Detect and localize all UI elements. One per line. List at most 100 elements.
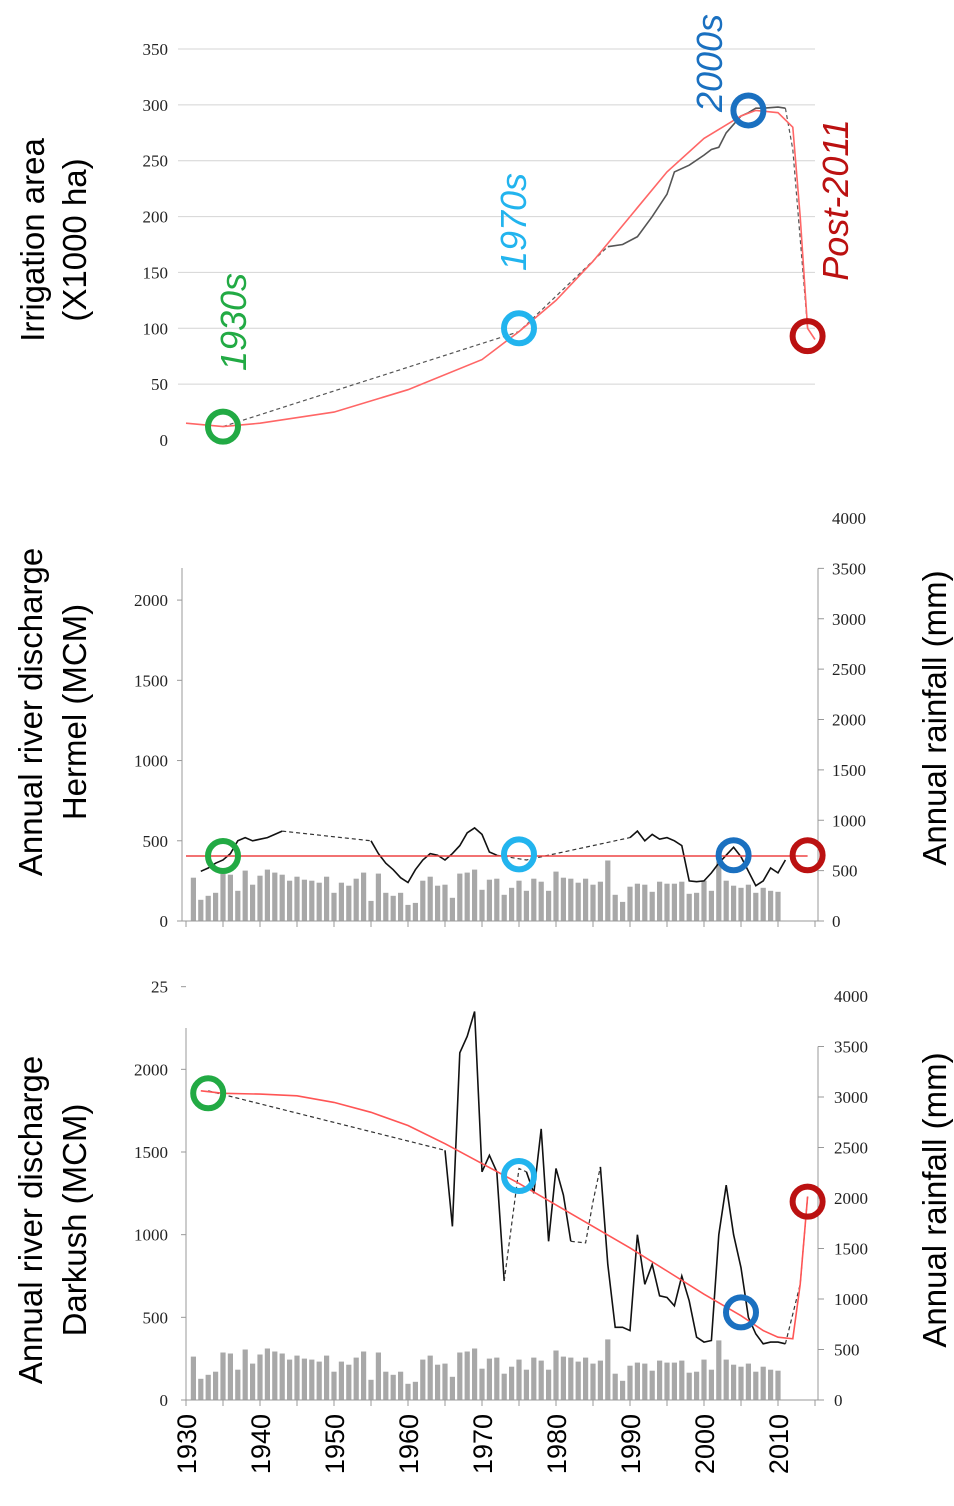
darkush-rainfall-bar xyxy=(768,1369,774,1400)
irrigation-series-solid-0 xyxy=(607,106,786,248)
hermel-y2-tick-label: 2000 xyxy=(832,711,866,730)
irrigation-y-tick-label: 100 xyxy=(143,319,169,338)
darkush-rainfall-bar xyxy=(346,1364,352,1400)
hermel-rainfall-bar xyxy=(657,881,663,921)
darkush-y2-tick-label: 0 xyxy=(834,1391,843,1410)
darkush-rainfall-bar xyxy=(353,1357,359,1400)
hermel-rainfall-bar xyxy=(272,872,278,921)
darkush-marker-1970s xyxy=(501,1157,537,1194)
hermel-ylabel-line1: Annual river discharge xyxy=(12,548,49,876)
darkush-series-fit-7 xyxy=(200,1090,809,1340)
darkush-rainfall-bar xyxy=(398,1371,404,1400)
hermel-y-tick-label: 1000 xyxy=(134,752,168,771)
hermel-rainfall-bar xyxy=(309,880,315,921)
darkush-rainfall-bar xyxy=(420,1359,426,1400)
hermel-rainfall-bar xyxy=(634,883,640,921)
hermel-rainfall-bar xyxy=(449,897,455,921)
x-tick-label-1990: 1990 xyxy=(616,1414,646,1474)
hermel-rainfall-bar xyxy=(250,884,256,921)
darkush-rainfall-bar xyxy=(190,1356,196,1400)
hermel-rainfall-bar xyxy=(383,892,389,921)
darkush-rainfall-bar xyxy=(605,1339,611,1400)
hermel-marker-1970s xyxy=(501,836,537,873)
darkush-rainfall-bar xyxy=(531,1357,537,1400)
hermel-rainfall-bar xyxy=(390,895,396,921)
darkush-series xyxy=(200,1011,809,1345)
hermel-rainfall-bar xyxy=(723,880,729,921)
hermel-y-tick-label: 1500 xyxy=(134,671,168,690)
irrigation-y-tick-label: 350 xyxy=(143,40,169,59)
darkush-rainfall-bar xyxy=(390,1374,396,1401)
hermel-marker-1930s xyxy=(205,838,241,875)
hermel-y2-ticks: 0 500 1000 1500 2000 2500 3000 3500 4000 xyxy=(817,509,866,931)
darkush-rainfall-bar xyxy=(597,1360,603,1400)
hermel-rainfall-bar xyxy=(294,876,300,921)
hermel-rainfall-bar xyxy=(301,879,307,921)
hermel-rainfall-bar xyxy=(398,892,404,921)
darkush-ylabel-line1: Annual river discharge xyxy=(12,1056,49,1384)
darkush-rainfall-bar xyxy=(427,1355,433,1400)
darkush-y2label: Annual rainfall (mm) xyxy=(916,1052,953,1347)
darkush-rainfall-bar xyxy=(449,1376,455,1400)
darkush-rainfall-bar xyxy=(775,1370,781,1400)
hermel-rainfall-bar xyxy=(509,887,515,921)
hermel-rainfall-bar xyxy=(316,882,322,921)
darkush-rainfall-bar xyxy=(375,1352,381,1400)
hermel-rainfall-bar xyxy=(679,881,685,921)
hermel-rainfall-bar xyxy=(501,894,507,921)
era-label-2000s: 2000s xyxy=(689,14,730,113)
hermel-rainfall-bar xyxy=(686,893,692,921)
darkush-rainfall-bar xyxy=(331,1371,337,1400)
hermel-y2-tick-label: 1000 xyxy=(832,811,866,830)
darkush-rainfall-bar xyxy=(264,1348,270,1400)
darkush-rainfall-bar xyxy=(368,1379,374,1400)
hermel-rainfall-bar xyxy=(708,890,714,921)
darkush-rainfall-bar xyxy=(501,1373,507,1400)
darkush-rainfall-bar xyxy=(472,1348,478,1400)
darkush-series-dashed-2 xyxy=(503,1167,527,1282)
hermel-rainfall-bar xyxy=(568,878,574,921)
hermel-series-solid-2 xyxy=(370,826,498,884)
hermel-y2-tick-label: 3000 xyxy=(832,610,866,629)
darkush-rainfall-bar xyxy=(250,1363,256,1400)
darkush-rainfall-bar xyxy=(316,1361,322,1400)
hermel-rainfall-bar xyxy=(671,883,677,921)
darkush-rainfall-bar xyxy=(694,1371,700,1400)
darkush-rainfall-bar xyxy=(227,1353,233,1400)
hermel-rainfall-bar xyxy=(627,886,633,921)
darkush-rainfall-bar xyxy=(235,1369,241,1400)
darkush-rainfall-bar xyxy=(583,1357,589,1400)
irrigation-y-tick-label: 250 xyxy=(143,152,169,171)
hermel-y-tick-label: 0 xyxy=(160,912,169,931)
hermel-y2-tick-label: 4000 xyxy=(832,509,866,528)
darkush-series-solid-1 xyxy=(444,1011,505,1282)
x-tick-label-1940: 1940 xyxy=(246,1414,276,1474)
darkush-y2-tick-label: 500 xyxy=(834,1341,860,1360)
hermel-rainfall-bar xyxy=(353,878,359,921)
darkush-rainfall-bar xyxy=(538,1360,544,1400)
irrigation-series xyxy=(185,106,816,428)
darkush-rainfall-bar xyxy=(324,1355,330,1400)
darkush-rainfall-bar xyxy=(731,1364,737,1400)
hermel-rainfall-bar xyxy=(531,878,537,921)
darkush-rainfall-bar xyxy=(272,1351,278,1400)
darkush-rainfall-bar xyxy=(494,1357,500,1400)
hermel-rainfall-bar xyxy=(590,884,596,921)
hermel-rainfall-bar xyxy=(457,873,463,921)
hermel-rainfall-bar xyxy=(279,874,285,921)
hermel-rainfall-bar xyxy=(620,901,626,921)
era-label-1930s: 1930s xyxy=(213,273,254,371)
hermel-ylabel-line2: Hermel (MCM) xyxy=(56,604,93,820)
irrigation-y-tick-label: 50 xyxy=(151,375,168,394)
hermel-rainfall-bar xyxy=(560,877,566,921)
hermel-rainfall-bar xyxy=(612,894,618,921)
darkush-y-tick-label: 25 xyxy=(151,978,168,997)
hermel-marker-post-2011 xyxy=(789,837,826,874)
darkush-rainfall-bar xyxy=(205,1374,211,1401)
hermel-rainfall-bar xyxy=(649,891,655,921)
irrigation-series-dashed-2 xyxy=(784,108,809,329)
darkush-y2-tick-label: 3000 xyxy=(834,1088,868,1107)
hermel-rainfall-bar xyxy=(361,872,367,921)
darkush-rainfall-bar xyxy=(523,1369,529,1400)
darkush-rainfall-bar xyxy=(679,1360,685,1400)
